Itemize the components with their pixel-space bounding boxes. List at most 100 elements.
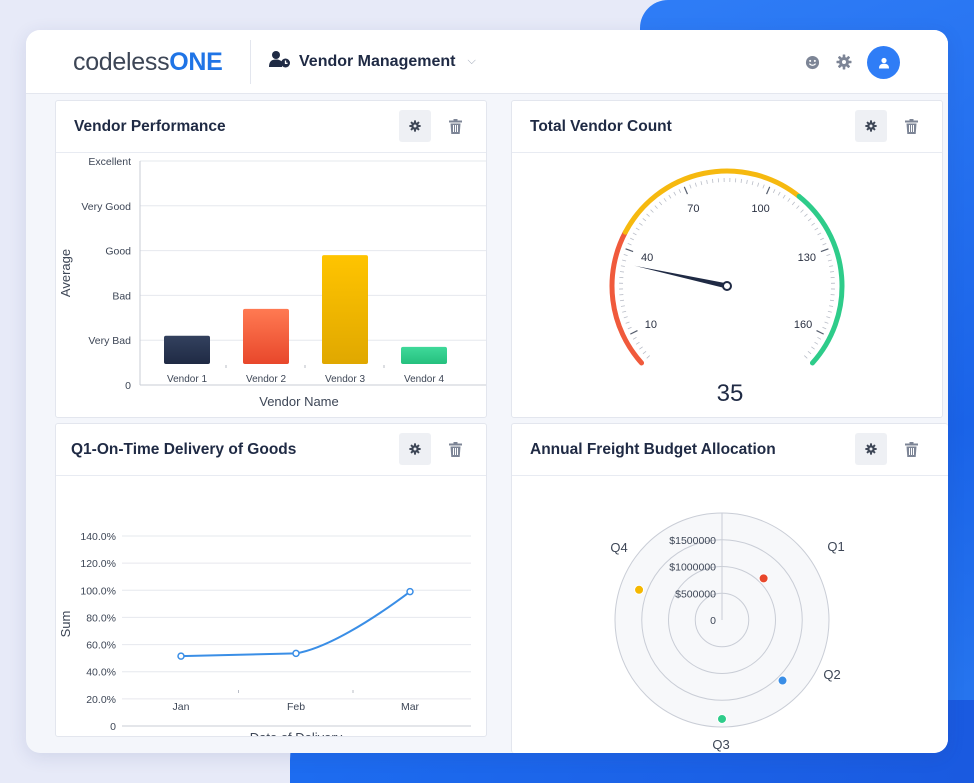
x-tick-label: Jan <box>173 701 190 713</box>
gauge-tick <box>751 181 754 186</box>
card-header: Q1-On-Time Delivery of Goods <box>56 424 486 476</box>
y-axis-label: Sum <box>58 611 73 638</box>
gauge-tick <box>791 201 796 206</box>
gauge-tick <box>639 222 643 226</box>
line-point <box>177 652 185 660</box>
card-settings-button[interactable] <box>399 433 431 465</box>
gauge-tick <box>824 321 829 324</box>
gauge-tick <box>796 205 800 209</box>
y-tick-label: 60.0% <box>86 640 116 652</box>
gauge-tick <box>668 194 672 199</box>
gauge-tick <box>712 178 714 184</box>
y-tick-label: 140.0% <box>80 531 116 543</box>
polar-tick-label: $1500000 <box>669 535 716 547</box>
gauge-tick <box>804 355 808 359</box>
x-axis-label: Vendor Name <box>259 394 339 409</box>
on-time-delivery-chart: 0 20.0% 40.0% 60.0% 80.0% 100.0% 120.0% 140.0% J… <box>58 531 471 736</box>
y-tick-label: Excellent <box>88 156 131 168</box>
gauge-tick <box>827 310 832 313</box>
card-delete-button[interactable] <box>439 433 471 465</box>
vendor-performance-card: Vendor Performance 0 Very Bad Bad Good Very … <box>55 100 487 418</box>
gauge-tick <box>820 248 829 253</box>
gauge-tick <box>632 232 637 236</box>
logo[interactable]: codelessONE <box>73 48 223 77</box>
gauge-tick-label: 10 <box>645 319 657 331</box>
gauge-tick <box>635 227 640 231</box>
gauge-tick <box>673 191 677 196</box>
y-tick-label: 0 <box>110 721 116 733</box>
x-tick-label: Mar <box>401 701 420 713</box>
bar <box>243 308 289 364</box>
y-tick-label: Bad <box>112 290 131 302</box>
gauge-tick <box>820 237 824 241</box>
divider <box>250 40 251 84</box>
x-tick-label: Vendor 2 <box>246 374 286 385</box>
trash-icon <box>448 441 462 457</box>
gear-icon <box>865 443 877 455</box>
gauge-tick <box>630 330 638 335</box>
gauge-needle <box>634 265 728 289</box>
bar <box>322 255 368 364</box>
gauge-tick <box>830 271 835 273</box>
gauge-tick <box>620 305 625 307</box>
card-delete-button[interactable] <box>439 110 471 142</box>
gauge-tick <box>622 259 627 262</box>
polar-tick-label: 0 <box>710 615 716 627</box>
gauge-tick <box>625 248 634 253</box>
gauge-tick <box>814 341 819 345</box>
gauge-tick <box>627 243 632 246</box>
gauge-tick <box>822 326 827 330</box>
gauge-tick <box>811 346 815 350</box>
card-title: Q1-On-Time Delivery of Goods <box>71 441 297 458</box>
gauge-tick <box>635 341 640 345</box>
gauge-tick <box>678 189 682 194</box>
smiley-icon[interactable] <box>802 52 822 72</box>
gauge-tick <box>706 179 708 184</box>
gear-icon <box>865 120 877 132</box>
vendor-performance-chart: 0 Very Bad Bad Good Very Good Excellent Vendor… <box>58 156 486 409</box>
gauge-tick <box>746 179 748 184</box>
gauge-tick <box>632 336 637 340</box>
gauge-tick <box>619 271 624 273</box>
card-header: Total Vendor Count <box>512 101 942 153</box>
gauge-tick <box>646 213 650 217</box>
line-point <box>292 649 300 658</box>
y-axis-label: Average <box>58 249 73 297</box>
gauge-tick <box>740 178 742 184</box>
y-tick-label: 20.0% <box>86 694 116 706</box>
trash-icon <box>904 118 918 134</box>
line-series <box>180 590 411 658</box>
module-selector[interactable]: Vendor Management ⌵ <box>269 50 476 73</box>
y-tick-label: 120.0% <box>80 558 116 570</box>
card-settings-button[interactable] <box>399 110 431 142</box>
gear-icon[interactable] <box>834 52 854 72</box>
gauge-tick <box>757 182 760 187</box>
gauge-tick <box>829 305 834 307</box>
gauge-band <box>609 229 645 366</box>
gauge-tick-label: 40 <box>641 252 653 264</box>
gauge-tick <box>639 346 643 350</box>
gear-icon <box>409 443 421 455</box>
gauge-tick <box>782 194 786 199</box>
card-settings-button[interactable] <box>855 433 887 465</box>
avatar[interactable] <box>867 46 900 79</box>
card-title: Vendor Performance <box>74 118 226 135</box>
module-title: Vendor Management <box>299 52 456 70</box>
category-label: Q4 <box>610 540 627 555</box>
gauge-tick <box>804 213 808 217</box>
card-settings-button[interactable] <box>855 110 887 142</box>
polar-point <box>777 675 788 686</box>
card-delete-button[interactable] <box>895 433 927 465</box>
y-tick-label: Very Bad <box>88 335 131 347</box>
polar-point <box>758 573 769 584</box>
gauge-tick <box>646 355 650 359</box>
category-label: Q3 <box>712 737 729 752</box>
card-delete-button[interactable] <box>895 110 927 142</box>
gauge-tick <box>807 350 812 355</box>
card-header: Annual Freight Budget Allocation <box>512 424 948 476</box>
gauge-tick-label: 100 <box>751 203 769 215</box>
x-axis-label: Date of Delivery <box>250 730 343 736</box>
card-title: Annual Freight Budget Allocation <box>530 441 776 458</box>
gauge-tick-label: 160 <box>794 319 812 331</box>
trash-icon <box>448 118 462 134</box>
